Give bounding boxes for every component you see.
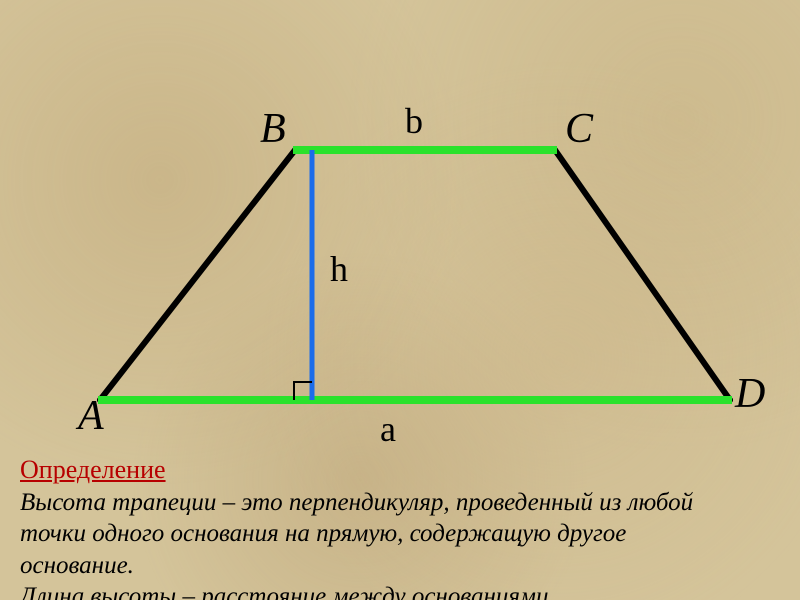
vertex-d-label: D [735,370,765,418]
definition-line3: основание. [20,552,134,579]
side-a-label: a [380,408,396,450]
height-h-label: h [330,248,348,290]
definition-line1: Высота трапеции – это перпендикуляр, про… [20,489,693,516]
side-b-label: b [405,100,423,142]
vertex-a-label: A [78,392,104,440]
side-cd [555,150,730,400]
definition-line2: точки одного основания на прямую, содерж… [20,520,626,547]
side-ab [100,150,295,400]
vertex-b-label: B [260,105,286,153]
definition-title: Определение [20,455,780,485]
trapezoid-diagram [0,0,800,460]
definition-line4: Длина высоты – расстояние между основани… [20,583,555,600]
vertex-c-label: C [565,105,593,153]
definition-block: Определение Высота трапеции – это перпен… [20,455,780,600]
definition-body: Высота трапеции – это перпендикуляр, про… [20,487,780,600]
